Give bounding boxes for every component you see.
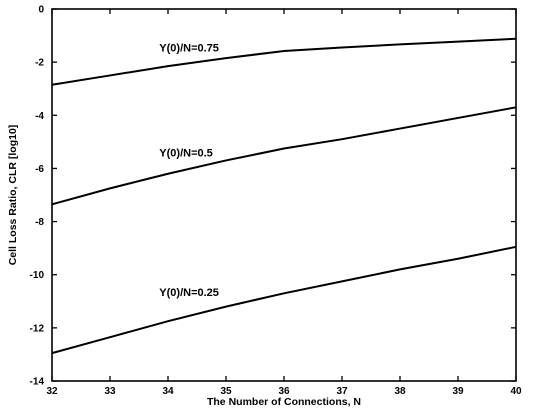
x-tick-label: 40 <box>510 386 522 397</box>
x-tick-label: 34 <box>162 386 174 397</box>
ticks-layer: 32 33 34 35 36 37 38 39 40 0 -2 -4 -6 -8 -10 -12 -14 <box>30 5 522 398</box>
y-tick-label: -6 <box>35 164 44 175</box>
y-tick-label: -10 <box>30 270 45 281</box>
series-line-2 <box>51 106 517 206</box>
annotations-layer: Y(0)/N=0.75 Y(0)/N=0.5 Y(0)/N=0.25 <box>159 43 219 299</box>
series-line-3 <box>51 245 517 355</box>
x-tick-label: 33 <box>104 386 116 397</box>
x-tick-label: 35 <box>220 386 232 397</box>
y-tick-label: -2 <box>35 58 44 69</box>
series-annotation-2: Y(0)/N=0.5 <box>159 147 213 159</box>
x-axis-title: The Number of Connections, N <box>207 396 361 408</box>
y-tick-label: 0 <box>38 5 44 16</box>
series-annotation-1: Y(0)/N=0.75 <box>159 43 219 55</box>
series-annotation-3: Y(0)/N=0.25 <box>159 287 219 299</box>
y-tick-label: -8 <box>35 217 44 228</box>
x-tick-label: 36 <box>278 386 290 397</box>
axes-layer <box>51 8 517 382</box>
x-tick-label: 37 <box>336 386 348 397</box>
y-tick-label: -4 <box>35 111 44 122</box>
y-tick-label: -14 <box>30 377 45 388</box>
x-tick-label: 38 <box>394 386 406 397</box>
plot-frame <box>51 8 517 382</box>
x-tick-label: 39 <box>452 386 464 397</box>
y-tick-label: -12 <box>30 323 45 334</box>
y-axis-title: Cell Loss Ratio, CLR [log10] <box>7 125 19 266</box>
series-layer <box>51 37 517 355</box>
x-tick-label: 32 <box>46 386 58 397</box>
series-line-1 <box>51 37 517 86</box>
